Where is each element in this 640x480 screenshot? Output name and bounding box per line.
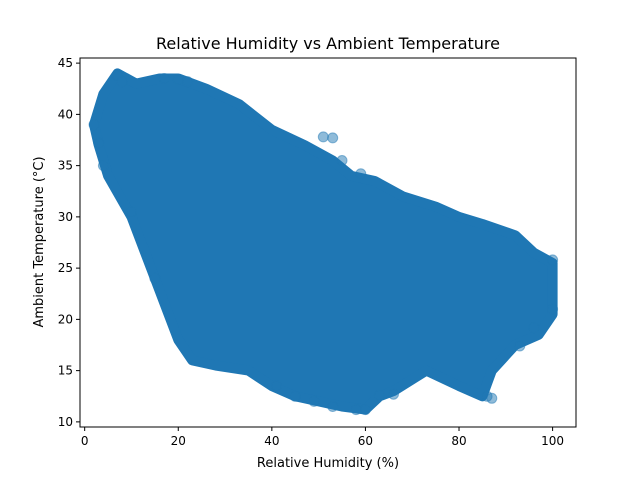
y-tick-label: 15 xyxy=(58,364,73,378)
data-point xyxy=(182,76,194,88)
data-point xyxy=(149,272,161,284)
y-tick-label: 20 xyxy=(58,312,73,326)
y-tick-label: 25 xyxy=(58,261,73,275)
y-axis: 10 15 20 25 30 35 40 45 xyxy=(58,56,80,429)
points-layer xyxy=(88,68,559,416)
y-tick-label: 45 xyxy=(58,56,73,70)
data-point xyxy=(528,322,540,334)
x-tick-label: 80 xyxy=(451,434,466,448)
data-point xyxy=(374,389,385,401)
data-point xyxy=(327,401,339,412)
data-point xyxy=(308,395,320,407)
y-tick-label: 10 xyxy=(58,415,73,429)
x-tick-label: 60 xyxy=(358,434,373,448)
plot-frame xyxy=(79,57,577,428)
data-point xyxy=(388,388,399,400)
x-tick-label: 20 xyxy=(171,434,186,448)
data-point xyxy=(359,404,371,416)
x-axis-label: Relative Humidity (%) xyxy=(257,456,399,471)
x-axis: 0 20 40 60 80 100 xyxy=(81,427,564,448)
point-cloud xyxy=(89,68,558,415)
data-point xyxy=(355,168,367,180)
y-tick-label: 30 xyxy=(58,210,73,224)
chart-title: Relative Humidity vs Ambient Temperature xyxy=(156,34,500,53)
data-point xyxy=(336,155,348,166)
x-tick-label: 0 xyxy=(81,434,89,448)
y-tick-label: 35 xyxy=(58,159,73,173)
data-point xyxy=(317,131,329,143)
data-point xyxy=(327,132,339,144)
data-point xyxy=(289,390,301,402)
data-point xyxy=(172,74,184,85)
data-point xyxy=(547,254,559,266)
x-tick-label: 100 xyxy=(541,434,564,448)
data-point xyxy=(97,160,109,172)
data-point xyxy=(158,73,170,84)
data-point xyxy=(350,404,362,416)
y-tick-label: 40 xyxy=(58,107,73,121)
data-point xyxy=(547,303,559,315)
y-axis-label: Ambient Temperature (°C) xyxy=(32,156,47,327)
data-point xyxy=(514,340,526,352)
data-point xyxy=(126,206,137,218)
data-point xyxy=(88,119,100,131)
x-tick-label: 40 xyxy=(264,434,279,448)
data-point xyxy=(93,137,105,149)
data-point xyxy=(486,392,498,404)
data-point xyxy=(116,76,128,88)
data-point xyxy=(271,380,282,392)
